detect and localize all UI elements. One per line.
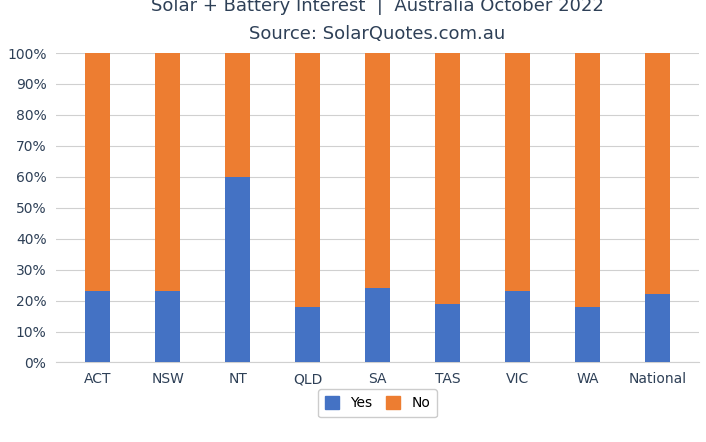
Bar (225, 177, 250, 362)
Bar (366, 288, 390, 362)
Bar (295, 53, 320, 307)
Legend: Yes, No: Yes, No (318, 389, 437, 417)
Bar (85, 291, 110, 362)
Bar (155, 53, 180, 291)
Bar (505, 53, 530, 291)
Title: Solar + Battery Interest  |  Australia October 2022
Source: SolarQuotes.com.au: Solar + Battery Interest | Australia Oct… (151, 0, 604, 43)
Bar (505, 291, 530, 362)
Bar (436, 304, 460, 362)
Bar (575, 53, 600, 307)
Bar (436, 53, 460, 304)
Bar (645, 294, 670, 362)
Bar (575, 307, 600, 362)
Bar (366, 53, 390, 288)
Bar (155, 291, 180, 362)
Bar (645, 53, 670, 294)
Bar (295, 307, 320, 362)
Bar (85, 53, 110, 291)
Bar (225, 53, 250, 177)
